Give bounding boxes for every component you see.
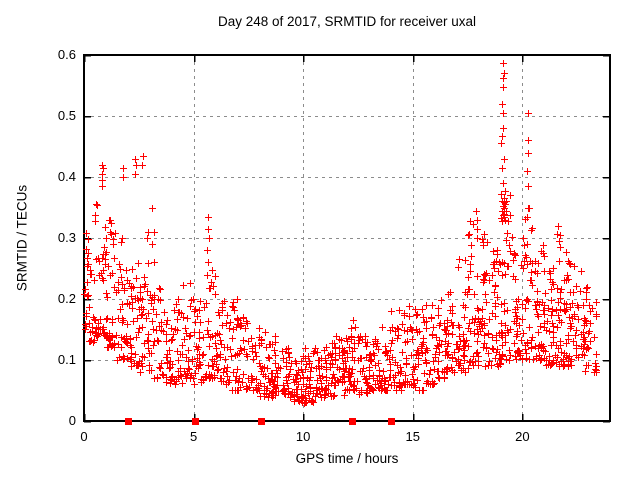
x-tick-label: 5: [189, 429, 198, 444]
baseline-marker-square: [388, 418, 395, 425]
x-tick-label: 10: [295, 429, 311, 444]
baseline-marker-square: [192, 418, 199, 425]
baseline-marker-square: [349, 418, 356, 425]
y-tick-label: 0.3: [57, 230, 76, 245]
plot-border: [83, 54, 611, 422]
x-axis-label: GPS time / hours: [295, 451, 399, 466]
baseline-marker-square: [125, 418, 132, 425]
y-tick-label: 0: [68, 413, 76, 428]
baseline-marker-square: [258, 418, 265, 425]
x-tick-label: 15: [405, 429, 420, 444]
y-tick-label: 0.2: [57, 291, 76, 306]
chart-title: Day 248 of 2017, SRMTID for receiver uxa…: [217, 14, 477, 29]
x-tick-label: 0: [80, 429, 88, 444]
x-tick-label: 20: [515, 429, 530, 444]
y-tick-label: 0.1: [57, 352, 76, 367]
scatter-points: [81, 60, 600, 407]
y-tick-label: 0.6: [57, 47, 76, 62]
y-tick-label: 0.5: [57, 108, 76, 123]
y-tick-label: 0.4: [57, 169, 76, 184]
